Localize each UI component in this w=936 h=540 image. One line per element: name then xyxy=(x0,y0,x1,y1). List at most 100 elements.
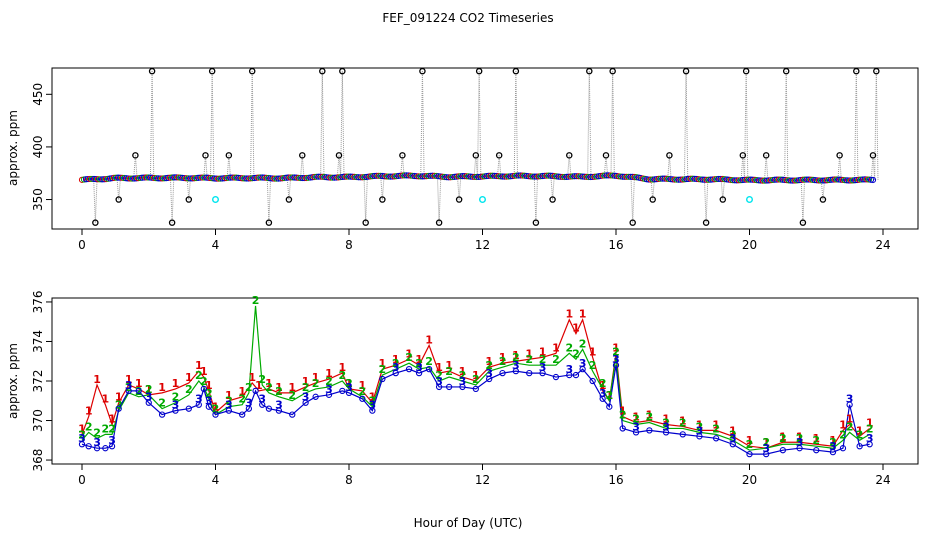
cal-spike-point xyxy=(799,219,807,226)
baseline-point xyxy=(735,177,742,184)
baseline-point xyxy=(607,172,614,179)
series-3-label: 3 xyxy=(275,399,283,412)
series-3-point xyxy=(539,369,546,377)
series-2-label: 2 xyxy=(205,387,213,400)
cal-excursion-line xyxy=(149,71,153,178)
baseline-point xyxy=(130,175,138,182)
series-3-label: 3 xyxy=(415,361,423,374)
baseline-point xyxy=(100,176,108,183)
baseline-point xyxy=(489,172,496,179)
baseline-point xyxy=(557,173,564,180)
baseline-point xyxy=(289,174,296,181)
series-3-line xyxy=(81,365,870,455)
baseline-point xyxy=(463,173,470,180)
cal-return-line xyxy=(765,155,769,181)
baseline-point xyxy=(257,174,264,181)
series-1-label: 1 xyxy=(102,393,110,406)
cal-excursion-line xyxy=(340,71,343,178)
cal-excursion-line xyxy=(567,155,570,177)
cal-spike-point xyxy=(666,152,673,159)
series-3-point xyxy=(512,367,520,375)
series-1-label: 1 xyxy=(125,373,133,386)
baseline-point xyxy=(571,173,578,180)
baseline-point xyxy=(869,176,877,184)
series-2-label: 2 xyxy=(812,434,820,447)
baseline-point xyxy=(181,174,188,182)
baseline-point xyxy=(779,176,786,183)
cal-spike-point xyxy=(435,219,443,226)
series-3-point xyxy=(135,387,142,395)
baseline-point xyxy=(665,175,672,183)
cal-spike-point xyxy=(853,67,860,75)
baseline-point xyxy=(515,172,522,179)
series-3-point xyxy=(712,435,720,442)
series-3-point xyxy=(599,395,606,402)
cal-return-line xyxy=(515,71,519,176)
series-3-point xyxy=(606,403,613,410)
baseline-point xyxy=(136,174,144,182)
baseline-point xyxy=(399,172,406,179)
baseline-point xyxy=(128,175,136,182)
cal-return-line xyxy=(839,155,842,181)
cal-return-line xyxy=(211,71,215,179)
baseline-point xyxy=(685,175,692,182)
baseline-point xyxy=(503,173,510,180)
series-2-label: 2 xyxy=(125,381,133,394)
series-3-point xyxy=(345,389,353,397)
series-2-label: 2 xyxy=(712,422,720,435)
cal-return-line xyxy=(365,176,368,223)
series-2-label: 2 xyxy=(78,428,86,441)
cal-return-line xyxy=(458,176,462,200)
baseline-point xyxy=(669,176,676,183)
baseline-point xyxy=(773,176,780,183)
y-tick-label: 450 xyxy=(31,83,45,106)
x-tick-label: 16 xyxy=(608,238,623,252)
baseline-point xyxy=(747,176,754,183)
baseline-point xyxy=(511,172,518,179)
cal-spike-point xyxy=(719,196,727,203)
series-2-label: 2 xyxy=(185,383,193,396)
baseline-point xyxy=(841,177,849,184)
baseline-point xyxy=(849,177,857,184)
baseline-point xyxy=(171,174,178,181)
series-2-label: 2 xyxy=(512,351,520,364)
baseline-point xyxy=(785,177,792,184)
baseline-point xyxy=(825,176,833,184)
baseline-point xyxy=(761,177,768,184)
baseline-point xyxy=(94,176,102,183)
cal-return-line xyxy=(802,180,806,223)
baseline-point xyxy=(709,176,716,183)
baseline-point xyxy=(132,175,140,182)
series-3-label: 3 xyxy=(599,387,607,400)
baseline-point xyxy=(333,174,340,181)
baseline-point xyxy=(751,176,758,184)
baseline-point xyxy=(763,177,770,184)
baseline-point xyxy=(583,173,590,180)
baseline-point xyxy=(335,174,342,181)
baseline-point xyxy=(287,174,294,181)
series-1-label: 1 xyxy=(612,341,620,354)
cal-return-line xyxy=(685,71,689,180)
cal-excursion-line xyxy=(874,71,877,180)
series-2-label: 2 xyxy=(435,369,443,382)
cal-excursion-line xyxy=(703,179,707,223)
baseline-point xyxy=(409,172,416,179)
series-1-label: 1 xyxy=(288,381,296,394)
cal-return-line xyxy=(605,155,609,176)
baseline-point xyxy=(337,174,344,181)
series-3-point xyxy=(679,431,686,438)
baseline-point xyxy=(329,174,336,181)
cal-excursion-line xyxy=(286,177,290,200)
series-2-label: 2 xyxy=(200,375,208,388)
baseline-point xyxy=(771,176,778,183)
baseline-point xyxy=(661,175,668,182)
series-1-label: 1 xyxy=(499,351,507,364)
cal-excursion-line xyxy=(93,179,96,223)
baseline-point xyxy=(675,176,682,183)
baseline-point xyxy=(271,175,278,182)
top-panel-frame xyxy=(51,67,919,230)
baseline-point xyxy=(425,172,432,180)
baseline-point xyxy=(477,173,484,180)
baseline-point xyxy=(169,174,176,181)
baseline-point xyxy=(743,176,750,183)
